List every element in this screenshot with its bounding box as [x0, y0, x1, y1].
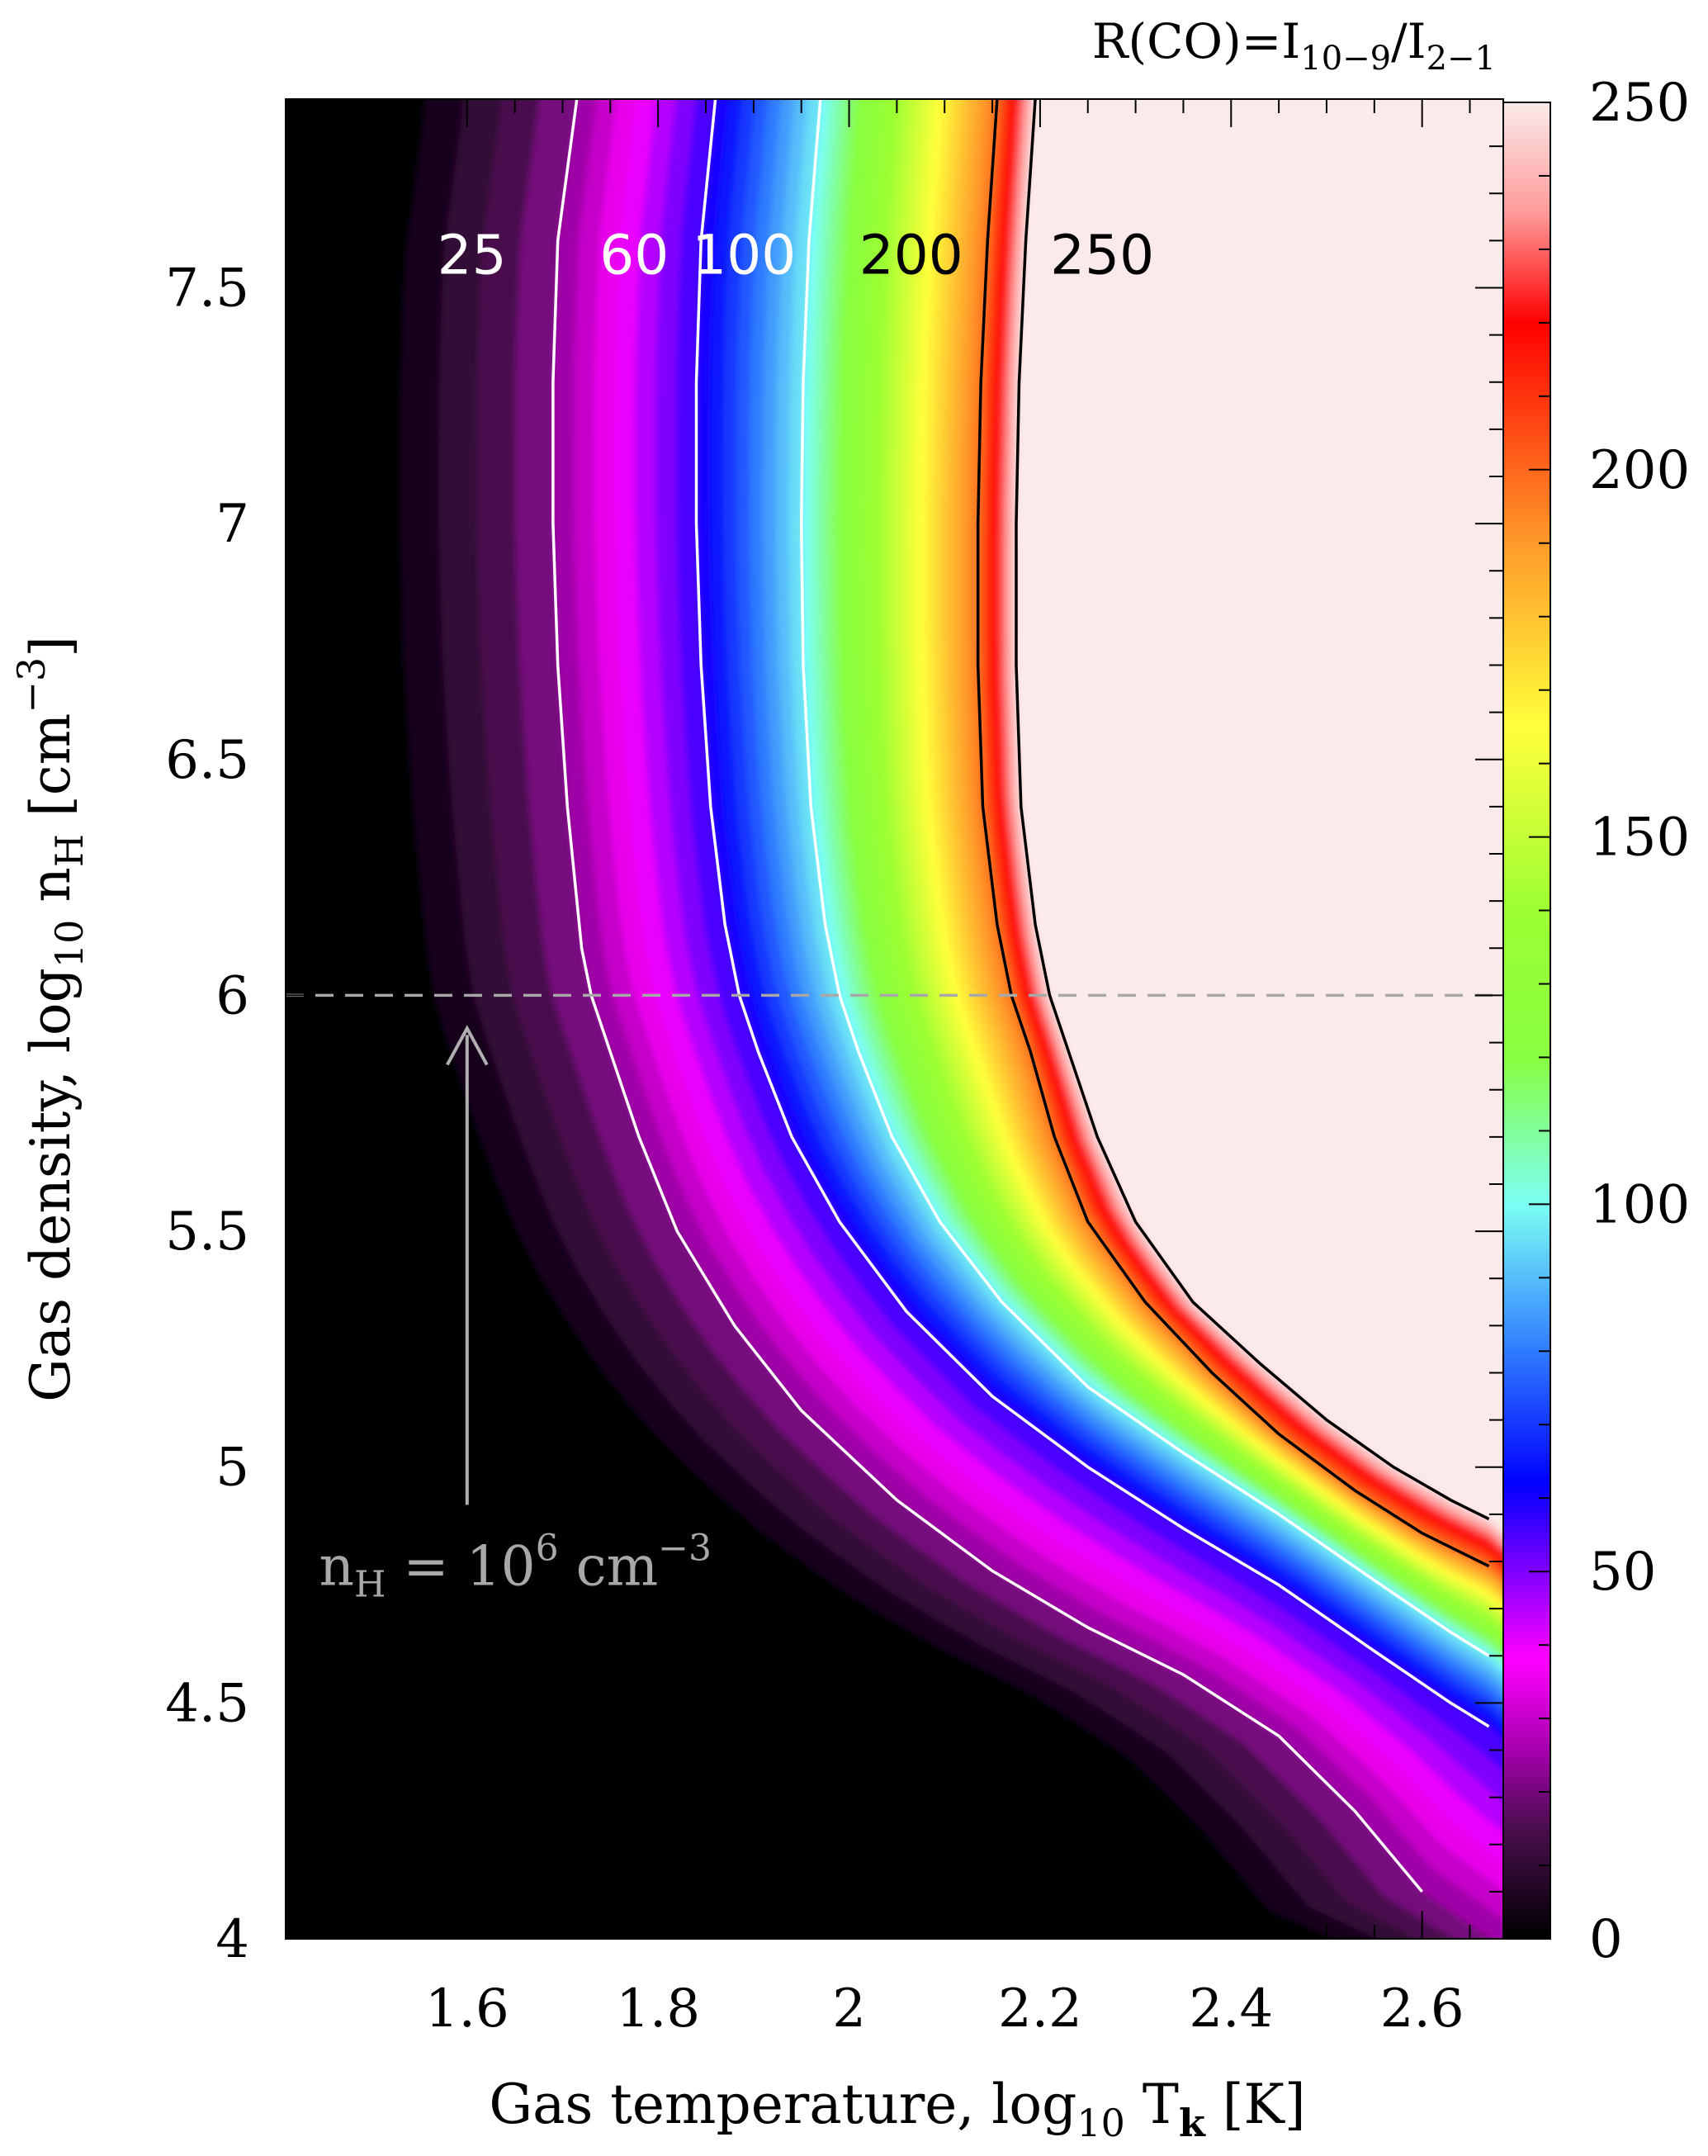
- x-tick-label: 2.4: [1189, 1978, 1273, 2040]
- x-axis-label: Gas temperature, log10 Tk [K]: [489, 2073, 1305, 2145]
- arrow-head: [446, 1025, 489, 1066]
- y-tick-label: 6: [215, 965, 249, 1026]
- x-tick-label: 1.8: [616, 1978, 700, 2040]
- colorbar-tick-label: 50: [1589, 1542, 1656, 1603]
- contour-line: [976, 99, 1490, 1568]
- reference-density-annotation: nH = 106 cm−3: [319, 1528, 712, 1606]
- contour-line: [1015, 99, 1490, 1521]
- contour-labels: 25 60 100 200 250: [438, 223, 1155, 287]
- contour-line: [551, 99, 1424, 1893]
- chart-title: R(CO)=I10−9/I2−1: [1092, 13, 1496, 78]
- contour-label: 60: [599, 223, 669, 287]
- y-tick-label: 5: [215, 1438, 249, 1499]
- colorbar-tick-label: 150: [1589, 808, 1690, 869]
- colorbar-ticks: [1529, 102, 1550, 1940]
- contour-line: [694, 99, 1490, 1728]
- contour-label: 25: [438, 223, 507, 287]
- axis-ticks: [286, 98, 1503, 1940]
- contour-label: 200: [859, 223, 963, 287]
- colorbar-tick-label: 200: [1589, 440, 1690, 501]
- heatmap-plot: [286, 99, 1503, 1939]
- contour-label: 100: [692, 223, 796, 287]
- x-tick-label: 2.6: [1380, 1978, 1464, 2040]
- annotation-layer: [286, 993, 1503, 1505]
- colorbar: 0 50 100 150 200 250: [1502, 73, 1690, 1970]
- x-tick-label: 2: [832, 1978, 866, 2040]
- y-tick-label: 6.5: [165, 730, 249, 791]
- y-tick-label: 4.5: [165, 1673, 249, 1734]
- y-tick-label: 4: [215, 1909, 249, 1970]
- y-tick-label: 5.5: [165, 1201, 249, 1263]
- x-tick-label: 2.2: [998, 1978, 1082, 2040]
- y-axis-label: Gas density, log10 nH [cm−3]: [9, 636, 92, 1402]
- y-tick-label: 7: [215, 494, 249, 555]
- colorbar-tick-labels: 0 50 100 150 200 250: [1589, 73, 1690, 1970]
- colorbar-tick-label: 250: [1589, 73, 1690, 134]
- contour-lines: [551, 99, 1490, 1893]
- heatmap-band: [1016, 99, 1503, 1533]
- colorbar-tick-label: 0: [1589, 1909, 1623, 1970]
- colorbar-gradient: [1502, 102, 1551, 1940]
- axis-tick-labels: 1.6 1.8 2 2.2 2.4 2.6 4 4.5 5 5.5 6 6.5 7 7.5: [165, 258, 1464, 2040]
- contour-line: [799, 99, 1490, 1657]
- contour-label: 250: [1050, 223, 1154, 287]
- y-tick-label: 7.5: [165, 258, 249, 320]
- x-tick-label: 1.6: [425, 1978, 509, 2040]
- colorbar-tick-label: 100: [1589, 1174, 1690, 1235]
